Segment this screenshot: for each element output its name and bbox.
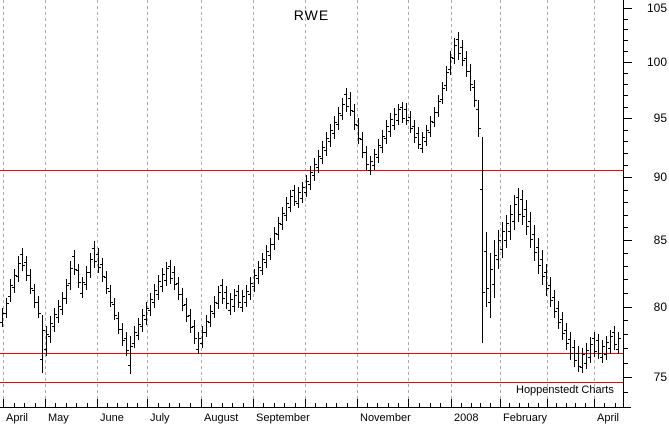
price-bars [0, 32, 621, 374]
svg-text:August: August [204, 412, 238, 424]
svg-text:November: November [360, 412, 411, 424]
svg-text:July: July [150, 412, 170, 424]
svg-text:100: 100 [647, 55, 667, 69]
x-axis: April May June July August September November 2… [0, 399, 631, 424]
svg-text:80: 80 [654, 300, 668, 314]
support-resistance-lines [0, 170, 623, 383]
svg-text:90: 90 [654, 170, 668, 184]
svg-text:May: May [48, 412, 69, 424]
svg-text:75: 75 [654, 370, 668, 384]
svg-text:April: April [597, 412, 619, 424]
svg-text:95: 95 [654, 111, 668, 125]
svg-text:85: 85 [654, 233, 668, 247]
svg-text:June: June [100, 412, 124, 424]
svg-text:February: February [503, 412, 548, 424]
y-axis: 75 80 85 90 95 100 105 [623, 0, 667, 408]
chart-title: RWE [293, 7, 330, 23]
svg-text:105: 105 [647, 1, 667, 15]
svg-text:2008: 2008 [454, 412, 478, 424]
svg-text:September: September [256, 412, 310, 424]
watermark-label: Hoppenstedt Charts [516, 384, 614, 396]
svg-text:April: April [6, 412, 28, 424]
